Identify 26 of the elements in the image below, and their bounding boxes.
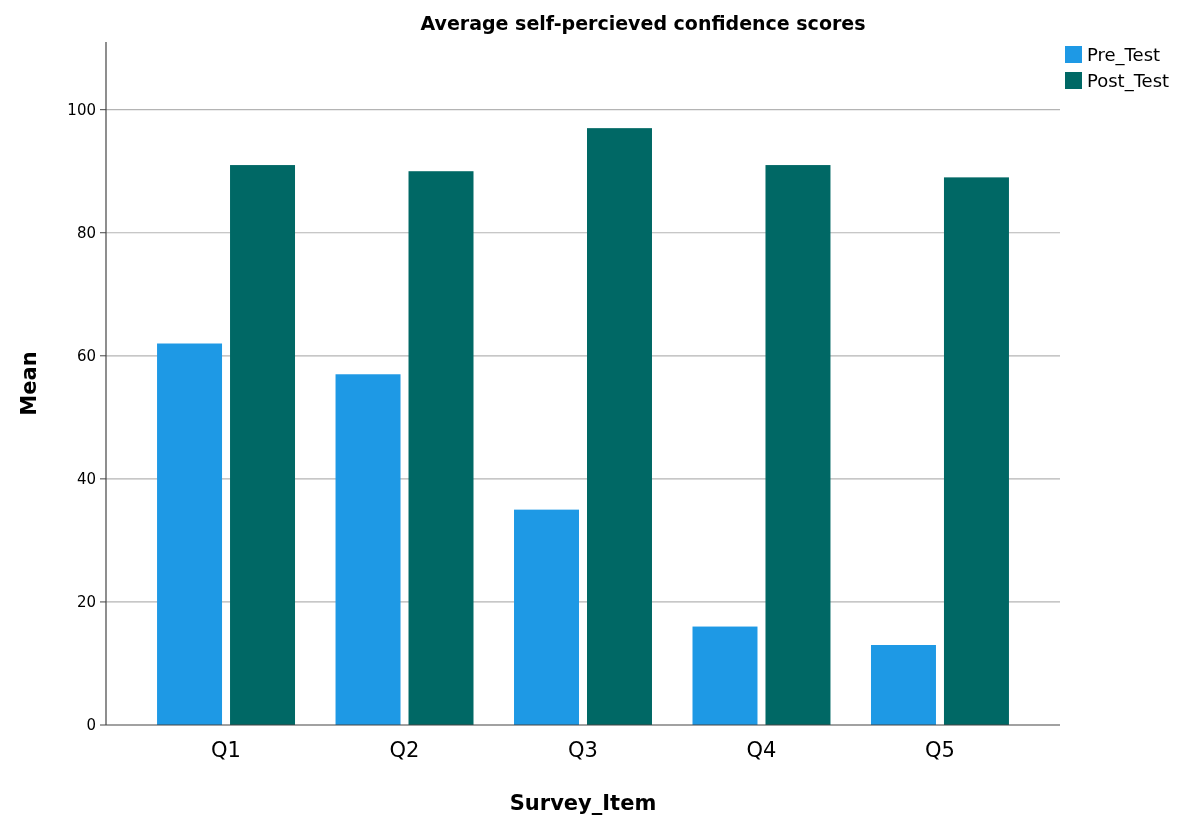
x-tick-label: Q1 — [211, 738, 241, 762]
chart-title: Average self-percieved confidence scores — [420, 12, 866, 34]
y-tick-label: 40 — [76, 470, 96, 489]
bar — [692, 626, 758, 725]
legend-label: Post_Test — [1087, 70, 1170, 93]
x-tick-label: Q4 — [746, 738, 777, 762]
x-tick-label: Q2 — [389, 738, 420, 762]
bar — [230, 165, 296, 725]
y-tick-label: 60 — [76, 347, 96, 366]
bar — [587, 128, 652, 725]
bar — [765, 165, 831, 725]
bar — [514, 509, 579, 725]
y-tick-label: 80 — [76, 224, 96, 242]
y-axis-title: Mean — [17, 351, 41, 416]
x-tick-label: Q5 — [925, 738, 955, 762]
legend-label: Pre_Test — [1087, 44, 1161, 67]
bar — [335, 374, 401, 725]
bar — [943, 177, 1009, 725]
bar — [408, 171, 474, 725]
y-tick-label: 100 — [67, 100, 96, 119]
y-tick-label: 0 — [86, 716, 96, 735]
bar — [870, 645, 936, 725]
bar — [157, 343, 223, 725]
y-tick-label: 20 — [76, 593, 96, 612]
x-axis-title: Survey_Item — [509, 791, 657, 815]
x-tick-label: Q3 — [568, 738, 598, 762]
